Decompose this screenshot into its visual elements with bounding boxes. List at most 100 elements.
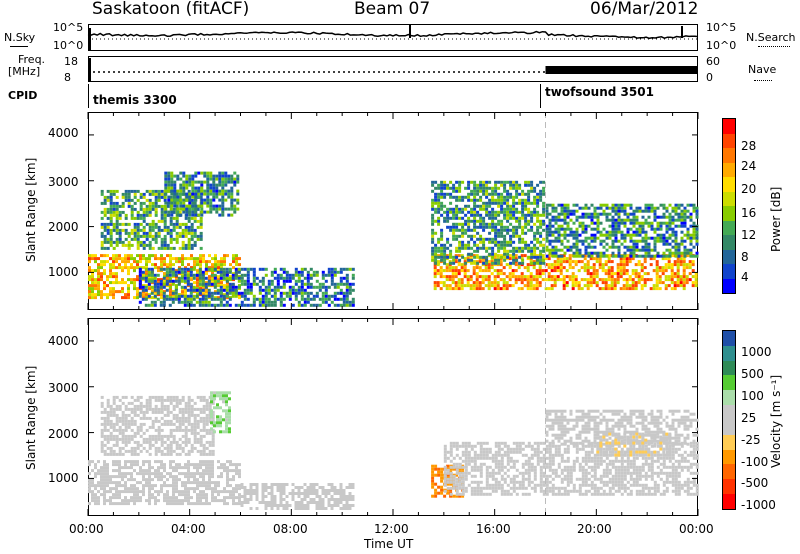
heatmap-cell bbox=[115, 395, 119, 399]
heatmap-cell bbox=[631, 272, 635, 276]
heatmap-cell bbox=[139, 434, 143, 438]
heatmap-cell bbox=[115, 275, 118, 279]
heatmap-cell bbox=[267, 486, 271, 489]
heatmap-cell bbox=[181, 398, 185, 402]
heatmap-cell bbox=[160, 449, 164, 453]
heatmap-cell bbox=[148, 192, 152, 196]
heatmap-cell bbox=[614, 233, 618, 237]
heatmap-cell bbox=[515, 225, 519, 229]
heatmap-cell bbox=[614, 224, 618, 228]
heatmap-cell bbox=[208, 266, 211, 270]
heatmap-cell bbox=[136, 228, 140, 232]
heatmap-cell bbox=[617, 206, 621, 210]
heatmap-cell bbox=[503, 189, 507, 193]
heatmap-cell bbox=[514, 281, 518, 285]
heatmap-cell bbox=[605, 230, 609, 234]
heatmap-cell bbox=[680, 230, 684, 234]
heatmap-cell bbox=[291, 288, 295, 292]
heatmap-cell bbox=[118, 449, 122, 453]
heatmap-cell bbox=[189, 288, 193, 292]
heatmap-cell bbox=[193, 401, 197, 405]
heatmap-cell bbox=[571, 278, 575, 282]
heatmap-cell bbox=[665, 227, 669, 231]
heatmap-cell bbox=[695, 212, 699, 216]
heatmap-cell bbox=[497, 222, 501, 226]
heatmap-cell bbox=[222, 297, 226, 301]
heatmap-cell bbox=[607, 257, 611, 261]
heatmap-cell bbox=[473, 210, 477, 214]
heatmap-cell bbox=[187, 219, 191, 223]
heatmap-cell bbox=[188, 204, 192, 208]
heatmap-cell bbox=[674, 206, 678, 210]
heatmap-cell bbox=[121, 201, 125, 205]
heatmap-cell bbox=[577, 287, 581, 291]
heatmap-cell bbox=[616, 281, 620, 285]
heatmap-cell bbox=[587, 206, 591, 210]
heatmap-cell bbox=[491, 228, 495, 232]
heatmap-cell bbox=[210, 421, 213, 425]
heatmap-cell bbox=[644, 221, 648, 225]
heatmap-cell bbox=[620, 230, 624, 234]
heatmap-cell bbox=[348, 282, 352, 286]
heatmap-cell bbox=[464, 246, 468, 250]
heatmap-cell bbox=[183, 276, 187, 280]
heatmap-cell bbox=[133, 499, 136, 503]
heatmap-cell bbox=[230, 207, 234, 211]
heatmap-cell bbox=[168, 273, 172, 277]
heatmap-cell bbox=[560, 224, 564, 228]
heatmap-cell bbox=[186, 288, 190, 292]
heatmap-cell bbox=[497, 228, 501, 232]
heatmap-cell bbox=[224, 177, 228, 181]
heatmap-cell bbox=[548, 218, 552, 222]
heatmap-cell bbox=[665, 248, 669, 252]
heatmap-cell bbox=[452, 231, 456, 235]
heatmap-cell bbox=[127, 407, 131, 411]
heatmap-cell bbox=[252, 267, 256, 271]
heatmap-cell bbox=[229, 296, 232, 300]
heatmap-cell bbox=[345, 294, 349, 298]
heatmap-cell bbox=[548, 233, 552, 237]
heatmap-cell bbox=[206, 171, 210, 175]
heatmap-cell bbox=[157, 225, 161, 229]
heatmap-cell bbox=[473, 204, 477, 208]
heatmap-cell bbox=[205, 472, 208, 476]
heatmap-cell bbox=[216, 297, 220, 301]
heatmap-cell bbox=[230, 174, 234, 178]
heatmap-cell bbox=[172, 469, 175, 473]
heatmap-cell bbox=[167, 171, 171, 175]
heatmap-cell bbox=[454, 281, 458, 285]
heatmap-cell bbox=[151, 407, 155, 411]
heatmap-cell bbox=[160, 410, 164, 414]
heatmap-cell bbox=[190, 222, 194, 226]
heatmap-cell bbox=[686, 233, 690, 237]
heatmap-cell bbox=[602, 209, 606, 213]
heatmap-cell bbox=[148, 213, 152, 217]
heatmap-cell bbox=[179, 171, 183, 175]
heatmap-cell bbox=[136, 278, 139, 282]
heatmap-cell bbox=[497, 258, 501, 262]
heatmap-cell bbox=[195, 273, 199, 277]
heatmap-cell bbox=[470, 234, 474, 238]
heatmap-cell bbox=[181, 410, 185, 414]
heatmap-cell bbox=[318, 303, 322, 307]
heatmap-cell bbox=[273, 300, 277, 304]
heatmap-cell bbox=[150, 303, 154, 307]
heatmap-cell bbox=[196, 469, 199, 473]
heatmap-cell bbox=[189, 291, 193, 295]
heatmap-cell bbox=[560, 239, 564, 243]
heatmap-cell bbox=[351, 288, 355, 292]
heatmap-cell bbox=[679, 254, 683, 258]
heatmap-cell bbox=[157, 189, 161, 193]
heatmap-cell bbox=[458, 183, 462, 187]
heatmap-cell bbox=[164, 183, 168, 187]
heatmap-cell bbox=[252, 294, 256, 298]
heatmap-cell bbox=[318, 297, 322, 301]
heatmap-cell bbox=[524, 192, 528, 196]
heatmap-cell bbox=[91, 460, 94, 464]
heatmap-cell bbox=[628, 287, 632, 291]
heatmap-cell bbox=[464, 204, 468, 208]
heatmap-cell bbox=[213, 276, 217, 280]
heatmap-cell bbox=[157, 195, 161, 199]
heatmap-cell bbox=[655, 278, 659, 282]
heatmap-cell bbox=[190, 410, 194, 414]
